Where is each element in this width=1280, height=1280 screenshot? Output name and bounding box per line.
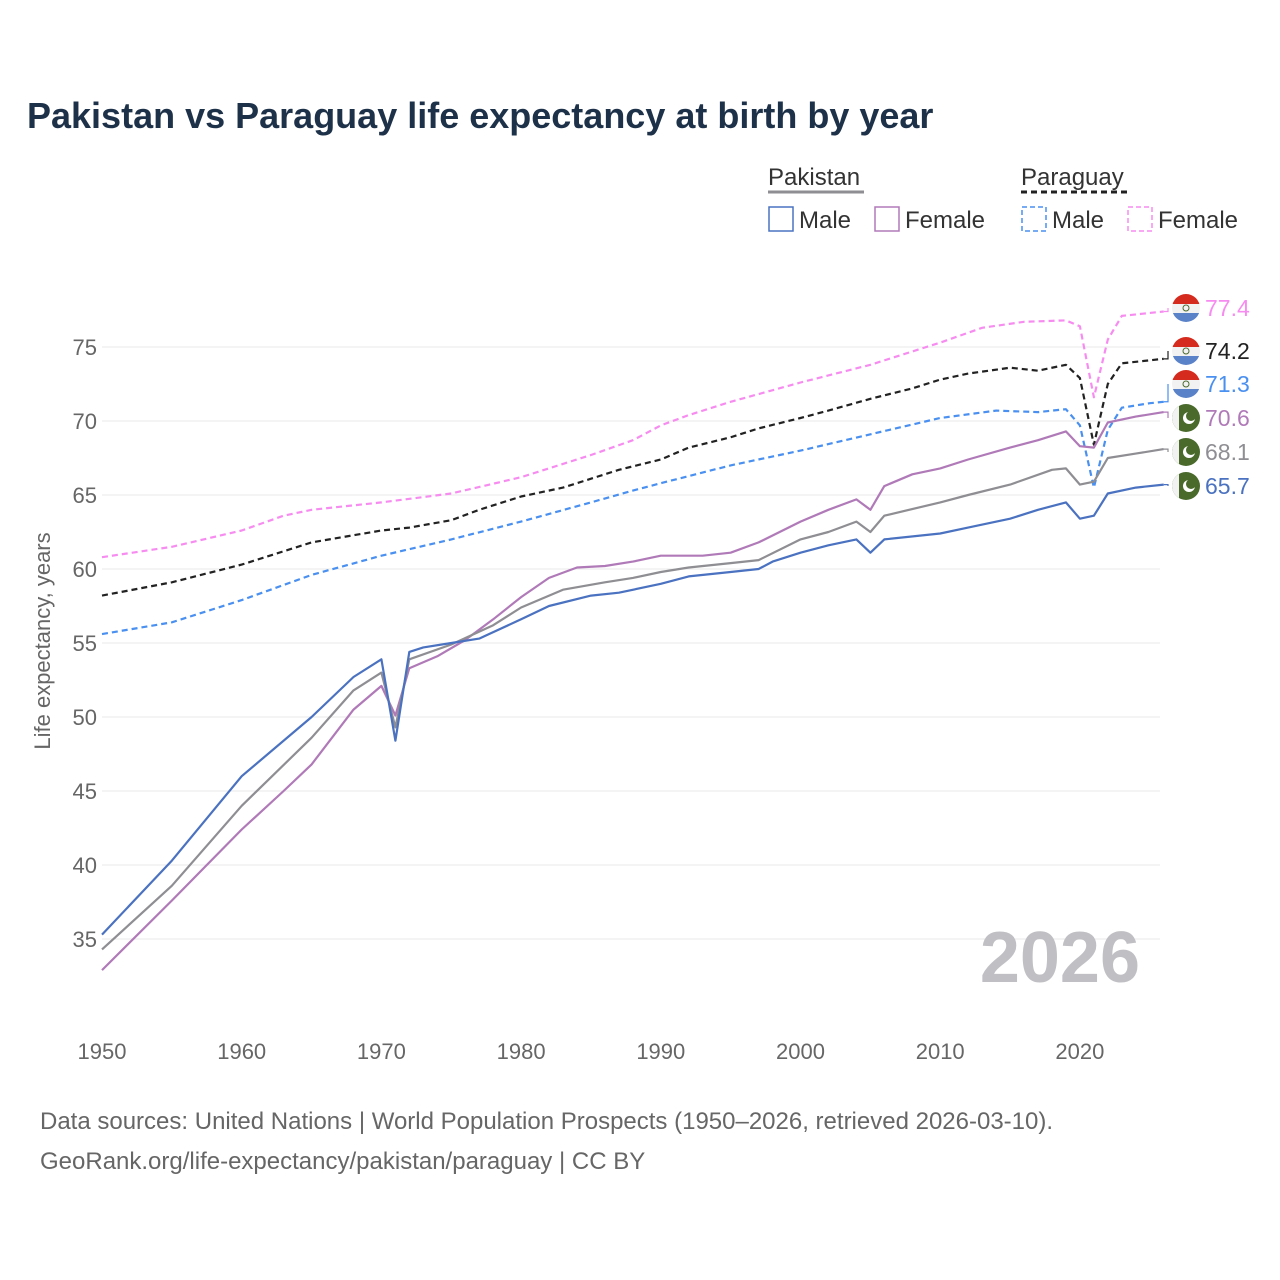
paraguay-flag-icon <box>1172 337 1200 365</box>
x-tick-label: 1990 <box>636 1039 685 1064</box>
flag-stripe <box>1172 356 1200 365</box>
end-value-label: 68.1 <box>1205 439 1250 465</box>
leader-line <box>1163 351 1169 360</box>
flag-stripe <box>1172 472 1179 500</box>
legend-group-pakistan: Pakistan <box>768 164 860 191</box>
legend-group-paraguay: Paraguay <box>1021 164 1124 191</box>
flag-stripe <box>1172 313 1200 322</box>
series-line-paraguay-male <box>101 400 1164 636</box>
series-line-pakistan-male <box>101 483 1164 936</box>
y-tick-label: 60 <box>73 557 97 582</box>
leader-line <box>1163 308 1169 313</box>
year-watermark: 2026 <box>980 918 1140 998</box>
leader-line <box>1163 384 1169 403</box>
flag-crescent <box>1186 411 1196 421</box>
y-tick-label: 55 <box>73 631 97 656</box>
flag-stripe <box>1172 404 1179 432</box>
x-tick-label: 2000 <box>776 1039 825 1064</box>
x-tick-label: 1960 <box>217 1039 266 1064</box>
flag-stripe <box>1172 294 1200 304</box>
leader-line <box>1163 448 1169 452</box>
flag-stripe <box>1172 370 1200 380</box>
x-tick-label: 1970 <box>357 1039 406 1064</box>
flag-stripe <box>1172 380 1200 389</box>
legend-item-pakistan-male: Male <box>799 207 851 234</box>
end-value-label: 74.2 <box>1205 338 1250 364</box>
flag-body <box>1172 438 1200 466</box>
x-tick-label: 2020 <box>1055 1039 1104 1064</box>
leader-line <box>1163 411 1169 418</box>
x-tick-label: 1950 <box>78 1039 127 1064</box>
flag-stripe <box>1172 347 1200 356</box>
legend-item-paraguay-female: Female <box>1158 207 1238 234</box>
legend-swatch-female <box>874 206 900 232</box>
pakistan-flag-icon <box>1172 438 1200 466</box>
flag-crescent <box>1186 445 1196 455</box>
legend-swatch-female <box>1127 206 1153 232</box>
y-axis-label: Life expectancy, years <box>30 532 55 749</box>
flag-emblem <box>1182 347 1190 355</box>
pakistan-flag-icon <box>1172 472 1200 500</box>
flag-stripe <box>1172 337 1200 347</box>
pakistan-flag-icon <box>1172 404 1200 432</box>
y-tick-label: 50 <box>73 705 97 730</box>
flag-crescent <box>1186 479 1196 489</box>
paraguay-flag-icon <box>1172 294 1200 322</box>
y-tick-label: 75 <box>73 335 97 360</box>
footer-source: Data sources: United Nations | World Pop… <box>40 1108 1054 1135</box>
x-tick-label: 2010 <box>916 1039 965 1064</box>
series-line-pakistan-female <box>101 411 1164 971</box>
y-tick-label: 35 <box>73 927 97 952</box>
series-line-paraguay-total <box>101 357 1164 597</box>
legend-item-paraguay-male: Male <box>1052 207 1104 234</box>
legend-swatch-male <box>768 206 794 232</box>
flag-body <box>1172 294 1200 322</box>
flag-body <box>1172 472 1200 500</box>
y-tick-label: 65 <box>73 483 97 508</box>
paraguay-flag-icon <box>1172 370 1200 398</box>
flag-stripe <box>1172 438 1179 466</box>
series-line-paraguay-female <box>101 310 1164 559</box>
flag-emblem <box>1182 304 1190 312</box>
flag-stripe <box>1172 389 1200 398</box>
chart-title: Pakistan vs Paraguay life expectancy at … <box>27 95 934 136</box>
leader-line <box>1163 484 1169 486</box>
x-tick-label: 1980 <box>497 1039 546 1064</box>
y-tick-label: 70 <box>73 409 97 434</box>
legend-item-pakistan-female: Female <box>905 207 985 234</box>
flag-body <box>1172 370 1200 398</box>
end-value-label: 65.7 <box>1205 473 1250 499</box>
end-value-label: 77.4 <box>1205 295 1250 321</box>
end-value-label: 70.6 <box>1205 405 1250 431</box>
flag-emblem <box>1182 380 1190 388</box>
flag-stripe <box>1172 304 1200 313</box>
end-value-label: 71.3 <box>1205 371 1250 397</box>
legend-swatch-male <box>1021 206 1047 232</box>
footer-link[interactable]: GeoRank.org/life-expectancy/pakistan/par… <box>40 1148 646 1175</box>
y-tick-label: 45 <box>73 779 97 804</box>
y-tick-label: 40 <box>73 853 97 878</box>
flag-body <box>1172 337 1200 365</box>
flag-body <box>1172 404 1200 432</box>
